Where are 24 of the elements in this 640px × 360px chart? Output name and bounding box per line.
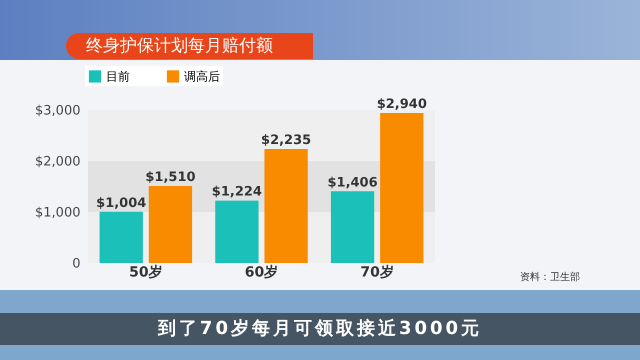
text: 到了70岁每月可领取接近3000元 — [0, 313, 640, 345]
y-tick-label: $3,000 — [35, 104, 80, 118]
bar — [215, 200, 259, 263]
data-label: $1,510 — [145, 170, 196, 185]
x-tick-label: 50岁 — [129, 264, 163, 280]
data-label: $1,406 — [327, 175, 378, 190]
legend-label: 目前 — [106, 69, 130, 84]
bar — [100, 212, 143, 263]
data-label: $2,235 — [261, 133, 312, 148]
text: 资料：卫生部 — [520, 270, 580, 284]
x-tick-label: 60岁 — [244, 264, 278, 280]
bar — [380, 113, 424, 263]
data-label: $1,224 — [212, 184, 262, 200]
chart-title: 终身护保计划每月赔付额 — [66, 33, 313, 59]
bar — [264, 149, 308, 263]
x-tick-label: 70岁 — [360, 264, 394, 280]
y-tick-label: $2,000 — [35, 154, 80, 170]
legend-label: 调高后 — [184, 69, 220, 84]
data-label: $1,004 — [96, 196, 146, 211]
bar — [148, 186, 192, 263]
data-label: $2,940 — [376, 97, 427, 112]
y-tick-label: 0 — [72, 256, 80, 272]
bar — [330, 191, 374, 263]
y-tick-label: $1,000 — [35, 206, 80, 220]
